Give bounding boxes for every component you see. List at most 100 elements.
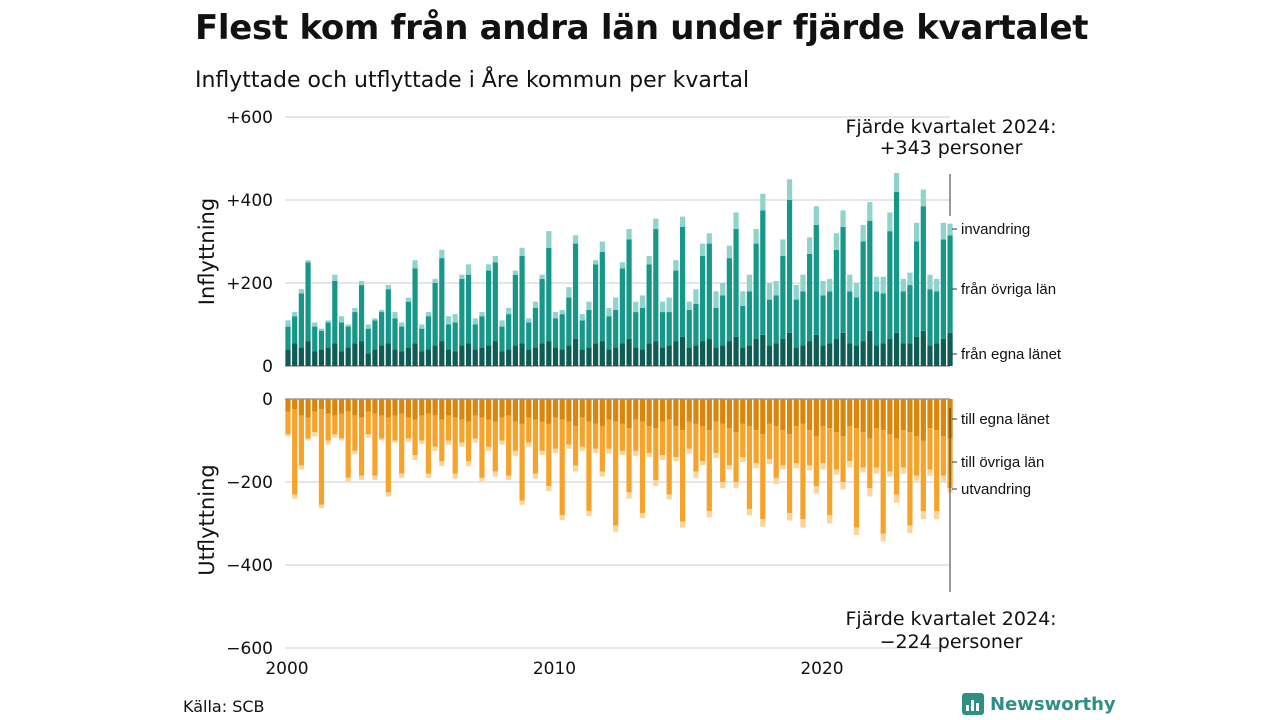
bar-outflow-other [499, 417, 505, 441]
bar-inflow-other [358, 285, 365, 342]
bar-inflow-other [713, 307, 719, 348]
bar-outflow-migration [312, 432, 318, 437]
bar-inflow-own [405, 347, 411, 366]
bar-outflow-own [298, 399, 304, 416]
annotation-outflow-line1: Fjärde kvartalet 2024: [845, 608, 1056, 630]
bar-outflow-migration [887, 471, 893, 477]
bar-outflow-migration [479, 477, 485, 482]
bar-inflow-own [392, 349, 398, 366]
bar-inflow-migration [873, 276, 880, 292]
bar-inflow-other [700, 256, 706, 342]
bar-inflow-own [887, 339, 893, 366]
bar-outflow-own [445, 399, 452, 416]
bar-inflow-own [780, 339, 786, 366]
bar-inflow-migration [405, 297, 411, 302]
bar-outflow-other [626, 428, 632, 493]
series-label-inflow: från egna länet [961, 346, 1062, 363]
bar-outflow-own [486, 399, 492, 420]
bar-outflow-other [305, 417, 311, 439]
bar-outflow-migration [693, 471, 699, 478]
bar-outflow-other [559, 419, 565, 516]
bar-outflow-migration [459, 442, 465, 447]
bar-inflow-other [312, 326, 318, 352]
bar-inflow-own [559, 349, 565, 366]
bar-inflow-own [900, 343, 906, 366]
bar-inflow-own [893, 332, 900, 366]
bar-inflow-migration [305, 260, 311, 263]
bar-inflow-other [780, 256, 786, 340]
bar-inflow-own [726, 341, 732, 366]
bar-inflow-other [459, 278, 465, 346]
bar-outflow-own [880, 399, 886, 431]
bar-outflow-migration [579, 446, 585, 451]
bar-outflow-other [338, 413, 345, 439]
bar-inflow-other [546, 247, 552, 342]
bar-inflow-own [813, 334, 819, 366]
bar-inflow-migration [499, 320, 505, 327]
bar-inflow-own [934, 343, 940, 366]
bar-outflow-other [292, 409, 298, 495]
bar-inflow-migration [720, 283, 726, 296]
bar-outflow-own [626, 399, 632, 429]
bar-inflow-other [760, 210, 766, 335]
bar-outflow-own [465, 399, 472, 422]
bar-inflow-migration [579, 314, 585, 321]
bar-outflow-migration [539, 450, 545, 456]
bar-outflow-other [332, 415, 338, 435]
bar-inflow-own [385, 343, 391, 366]
bar-inflow-own [412, 343, 418, 366]
bar-outflow-own [813, 399, 819, 437]
bar-inflow-own [285, 349, 291, 366]
bar-inflow-other [880, 293, 886, 344]
bar-outflow-own [412, 399, 418, 420]
bar-outflow-own [940, 399, 946, 437]
bar-inflow-own [546, 341, 552, 366]
bar-outflow-migration [807, 465, 813, 471]
bar-inflow-other [860, 241, 866, 342]
series-label-inflow: från övriga län [961, 281, 1056, 298]
bar-inflow-own [532, 347, 539, 366]
bar-outflow-migration [733, 482, 739, 489]
bar-outflow-other [800, 423, 806, 520]
bar-outflow-migration [552, 448, 559, 453]
bar-inflow-own [807, 341, 813, 366]
bar-inflow-own [492, 341, 498, 366]
bar-outflow-other [352, 415, 358, 451]
bar-outflow-own [720, 399, 726, 424]
bar-inflow-own [352, 343, 358, 366]
bar-outflow-migration [526, 442, 532, 447]
bar-outflow-migration [606, 448, 612, 454]
y-tick-label: +200 [226, 274, 273, 294]
bar-outflow-other [853, 428, 860, 528]
bar-outflow-own [840, 399, 846, 437]
bar-outflow-migration [492, 471, 498, 477]
bar-outflow-other [566, 421, 572, 445]
bar-outflow-other [619, 423, 625, 451]
bar-inflow-own [318, 349, 325, 366]
bar-outflow-own [546, 399, 552, 424]
bar-outflow-own [586, 399, 592, 422]
bar-chart-icon [962, 693, 984, 715]
bar-inflow-own [686, 347, 692, 366]
bar-inflow-own [479, 347, 485, 366]
bar-inflow-migration [479, 312, 485, 317]
bar-outflow-other [914, 436, 920, 476]
bar-inflow-own [312, 351, 318, 366]
bar-outflow-other [465, 421, 472, 462]
bar-outflow-other [900, 430, 906, 468]
bar-outflow-migration [559, 515, 565, 521]
bar-inflow-own [552, 347, 559, 366]
bar-outflow-own [713, 399, 719, 422]
bar-inflow-migration [920, 189, 926, 207]
bar-inflow-own [740, 347, 746, 366]
bar-inflow-other [907, 285, 913, 344]
bar-inflow-own [633, 347, 639, 366]
bar-outflow-migration [867, 488, 873, 497]
bar-inflow-migration [860, 224, 866, 242]
bar-inflow-other [352, 312, 358, 344]
x-tick-label: 2010 [533, 659, 576, 679]
bar-outflow-other [867, 438, 873, 489]
bar-outflow-other [679, 430, 686, 522]
bar-outflow-own [372, 399, 378, 414]
bar-outflow-other [706, 430, 712, 512]
